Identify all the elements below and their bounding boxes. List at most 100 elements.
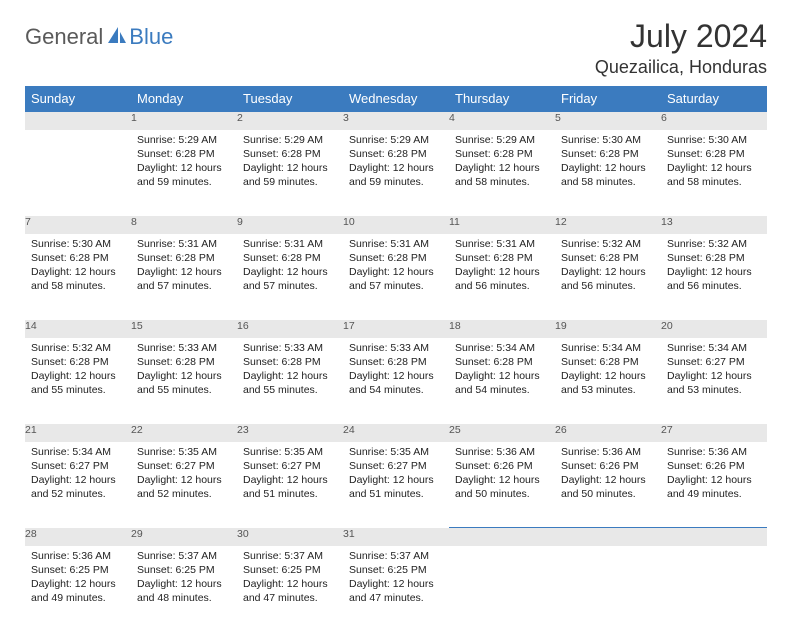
location: Quezailica, Honduras — [595, 57, 767, 78]
day-cell: Sunrise: 5:35 AMSunset: 6:27 PMDaylight:… — [343, 442, 449, 528]
day-number: 2 — [237, 112, 343, 130]
day-number: 12 — [555, 216, 661, 234]
day-content-row: Sunrise: 5:29 AMSunset: 6:28 PMDaylight:… — [25, 130, 767, 216]
day-details: Sunrise: 5:37 AMSunset: 6:25 PMDaylight:… — [343, 546, 449, 612]
day-cell: Sunrise: 5:34 AMSunset: 6:28 PMDaylight:… — [555, 338, 661, 424]
day-number: 23 — [237, 424, 343, 442]
day-details: Sunrise: 5:32 AMSunset: 6:28 PMDaylight:… — [25, 338, 131, 404]
day-cell: Sunrise: 5:29 AMSunset: 6:28 PMDaylight:… — [237, 130, 343, 216]
day-cell: Sunrise: 5:37 AMSunset: 6:25 PMDaylight:… — [131, 546, 237, 632]
day-details: Sunrise: 5:33 AMSunset: 6:28 PMDaylight:… — [237, 338, 343, 404]
day-cell: Sunrise: 5:36 AMSunset: 6:26 PMDaylight:… — [555, 442, 661, 528]
weekday-header: Sunday — [25, 86, 131, 112]
day-details: Sunrise: 5:36 AMSunset: 6:26 PMDaylight:… — [449, 442, 555, 508]
day-number: 25 — [449, 424, 555, 442]
day-number: 8 — [131, 216, 237, 234]
day-cell: Sunrise: 5:33 AMSunset: 6:28 PMDaylight:… — [131, 338, 237, 424]
day-details: Sunrise: 5:37 AMSunset: 6:25 PMDaylight:… — [131, 546, 237, 612]
empty-cell — [555, 528, 661, 546]
day-cell: Sunrise: 5:31 AMSunset: 6:28 PMDaylight:… — [449, 234, 555, 320]
day-details: Sunrise: 5:34 AMSunset: 6:28 PMDaylight:… — [555, 338, 661, 404]
day-details: Sunrise: 5:35 AMSunset: 6:27 PMDaylight:… — [343, 442, 449, 508]
day-cell: Sunrise: 5:29 AMSunset: 6:28 PMDaylight:… — [449, 130, 555, 216]
day-cell: Sunrise: 5:32 AMSunset: 6:28 PMDaylight:… — [661, 234, 767, 320]
day-number: 3 — [343, 112, 449, 130]
day-number: 26 — [555, 424, 661, 442]
day-number: 1 — [131, 112, 237, 130]
day-number: 20 — [661, 320, 767, 338]
weekday-header: Friday — [555, 86, 661, 112]
day-cell: Sunrise: 5:34 AMSunset: 6:27 PMDaylight:… — [661, 338, 767, 424]
day-cell: Sunrise: 5:36 AMSunset: 6:25 PMDaylight:… — [25, 546, 131, 632]
weekday-header: Wednesday — [343, 86, 449, 112]
day-number: 13 — [661, 216, 767, 234]
day-number: 14 — [25, 320, 131, 338]
day-details: Sunrise: 5:30 AMSunset: 6:28 PMDaylight:… — [25, 234, 131, 300]
empty-cell — [25, 112, 131, 130]
day-cell: Sunrise: 5:31 AMSunset: 6:28 PMDaylight:… — [237, 234, 343, 320]
day-details: Sunrise: 5:35 AMSunset: 6:27 PMDaylight:… — [131, 442, 237, 508]
weekday-header-row: SundayMondayTuesdayWednesdayThursdayFrid… — [25, 86, 767, 112]
weekday-header: Thursday — [449, 86, 555, 112]
day-cell: Sunrise: 5:29 AMSunset: 6:28 PMDaylight:… — [343, 130, 449, 216]
day-cell: Sunrise: 5:34 AMSunset: 6:28 PMDaylight:… — [449, 338, 555, 424]
weekday-header: Saturday — [661, 86, 767, 112]
day-details: Sunrise: 5:29 AMSunset: 6:28 PMDaylight:… — [343, 130, 449, 196]
day-number: 28 — [25, 528, 131, 546]
day-cell: Sunrise: 5:36 AMSunset: 6:26 PMDaylight:… — [661, 442, 767, 528]
day-cell: Sunrise: 5:30 AMSunset: 6:28 PMDaylight:… — [555, 130, 661, 216]
day-number: 6 — [661, 112, 767, 130]
day-details: Sunrise: 5:37 AMSunset: 6:25 PMDaylight:… — [237, 546, 343, 612]
empty-cell — [449, 528, 555, 546]
day-number: 4 — [449, 112, 555, 130]
day-cell: Sunrise: 5:31 AMSunset: 6:28 PMDaylight:… — [343, 234, 449, 320]
day-details: Sunrise: 5:31 AMSunset: 6:28 PMDaylight:… — [449, 234, 555, 300]
day-cell: Sunrise: 5:33 AMSunset: 6:28 PMDaylight:… — [343, 338, 449, 424]
month-title: July 2024 — [595, 18, 767, 55]
empty-cell — [555, 546, 661, 632]
day-number: 21 — [25, 424, 131, 442]
day-cell: Sunrise: 5:36 AMSunset: 6:26 PMDaylight:… — [449, 442, 555, 528]
header: General Blue July 2024 Quezailica, Hondu… — [25, 18, 767, 78]
day-cell: Sunrise: 5:33 AMSunset: 6:28 PMDaylight:… — [237, 338, 343, 424]
logo-text-blue: Blue — [129, 24, 173, 50]
empty-cell — [25, 130, 131, 216]
day-details: Sunrise: 5:33 AMSunset: 6:28 PMDaylight:… — [343, 338, 449, 404]
daynum-row: 21222324252627 — [25, 424, 767, 442]
day-number: 18 — [449, 320, 555, 338]
day-details: Sunrise: 5:31 AMSunset: 6:28 PMDaylight:… — [237, 234, 343, 300]
day-content-row: Sunrise: 5:34 AMSunset: 6:27 PMDaylight:… — [25, 442, 767, 528]
calendar-body: 123456Sunrise: 5:29 AMSunset: 6:28 PMDay… — [25, 112, 767, 632]
day-details: Sunrise: 5:29 AMSunset: 6:28 PMDaylight:… — [449, 130, 555, 196]
day-cell: Sunrise: 5:29 AMSunset: 6:28 PMDaylight:… — [131, 130, 237, 216]
day-number: 17 — [343, 320, 449, 338]
empty-cell — [661, 528, 767, 546]
day-number: 16 — [237, 320, 343, 338]
day-number: 7 — [25, 216, 131, 234]
day-details: Sunrise: 5:34 AMSunset: 6:27 PMDaylight:… — [661, 338, 767, 404]
daynum-row: 14151617181920 — [25, 320, 767, 338]
day-content-row: Sunrise: 5:32 AMSunset: 6:28 PMDaylight:… — [25, 338, 767, 424]
day-cell: Sunrise: 5:30 AMSunset: 6:28 PMDaylight:… — [661, 130, 767, 216]
day-details: Sunrise: 5:30 AMSunset: 6:28 PMDaylight:… — [555, 130, 661, 196]
day-number: 19 — [555, 320, 661, 338]
day-details: Sunrise: 5:29 AMSunset: 6:28 PMDaylight:… — [237, 130, 343, 196]
day-content-row: Sunrise: 5:36 AMSunset: 6:25 PMDaylight:… — [25, 546, 767, 632]
day-details: Sunrise: 5:32 AMSunset: 6:28 PMDaylight:… — [661, 234, 767, 300]
day-cell: Sunrise: 5:37 AMSunset: 6:25 PMDaylight:… — [343, 546, 449, 632]
sail-icon — [107, 26, 127, 49]
day-number: 10 — [343, 216, 449, 234]
day-cell: Sunrise: 5:34 AMSunset: 6:27 PMDaylight:… — [25, 442, 131, 528]
day-number: 27 — [661, 424, 767, 442]
day-cell: Sunrise: 5:32 AMSunset: 6:28 PMDaylight:… — [25, 338, 131, 424]
calendar-table: SundayMondayTuesdayWednesdayThursdayFrid… — [25, 86, 767, 632]
logo: General Blue — [25, 24, 173, 50]
weekday-header: Tuesday — [237, 86, 343, 112]
day-cell: Sunrise: 5:30 AMSunset: 6:28 PMDaylight:… — [25, 234, 131, 320]
day-number: 29 — [131, 528, 237, 546]
day-details: Sunrise: 5:36 AMSunset: 6:26 PMDaylight:… — [555, 442, 661, 508]
day-details: Sunrise: 5:32 AMSunset: 6:28 PMDaylight:… — [555, 234, 661, 300]
empty-cell — [661, 546, 767, 632]
day-details: Sunrise: 5:31 AMSunset: 6:28 PMDaylight:… — [131, 234, 237, 300]
day-details: Sunrise: 5:36 AMSunset: 6:26 PMDaylight:… — [661, 442, 767, 508]
